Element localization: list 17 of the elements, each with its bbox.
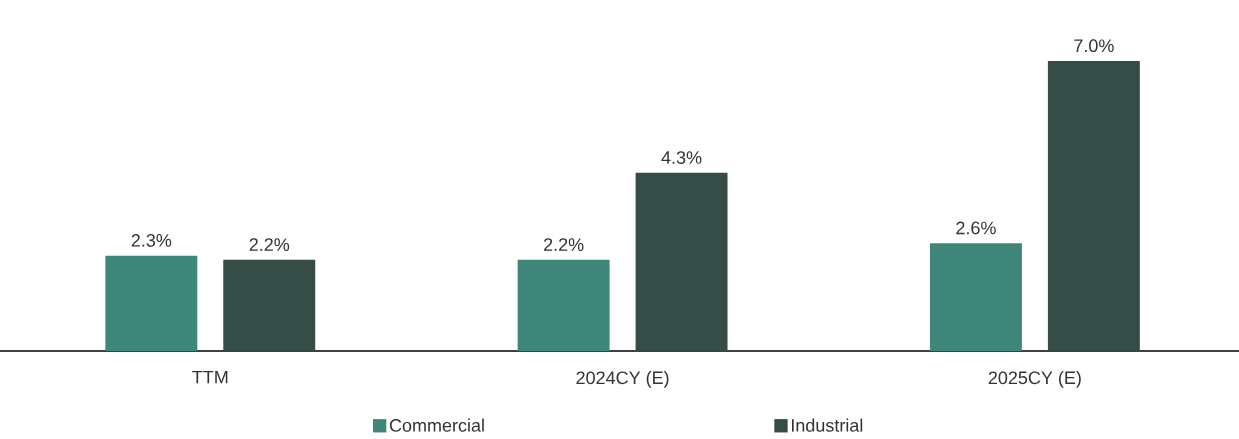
bar <box>517 259 610 351</box>
legend-label: Commercial <box>389 418 484 432</box>
data-label: 2.2% <box>249 238 290 251</box>
data-label: 2.6% <box>956 221 996 235</box>
data-label: 2.2% <box>544 238 584 251</box>
data-label: 7.0% <box>1074 39 1114 53</box>
x-tick-label: 2025CY (E) <box>988 370 1081 388</box>
x-tick-label: 2024CY (E) <box>576 370 669 388</box>
bar <box>105 255 198 351</box>
data-label: 2.3% <box>131 234 172 247</box>
bar <box>223 259 316 351</box>
data-label: 4.3% <box>661 151 702 164</box>
bar <box>1047 60 1140 351</box>
legend-label: Industrial <box>791 418 863 432</box>
bar <box>929 243 1022 351</box>
bar <box>635 172 728 351</box>
x-tick-label: TTM <box>192 370 228 384</box>
